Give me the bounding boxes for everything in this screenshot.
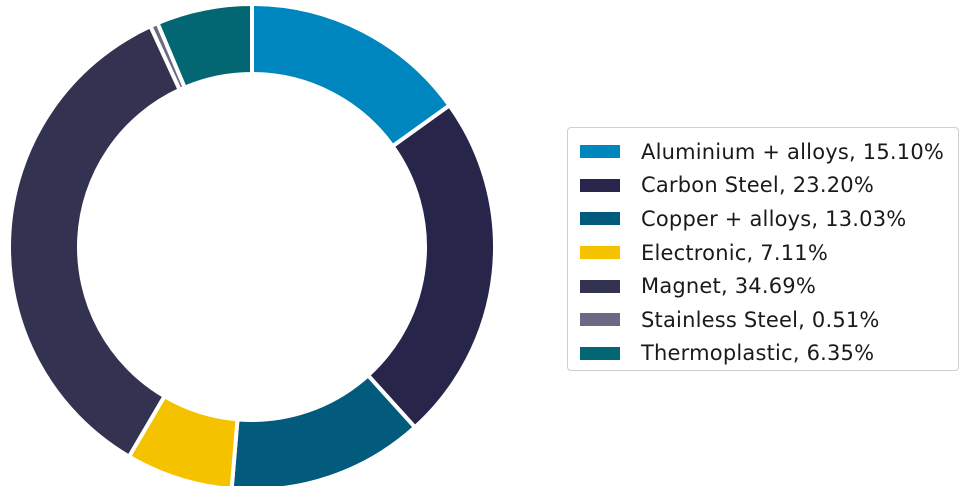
legend-label-thermoplastic: Thermoplastic, 6.35% [641,341,875,366]
legend-item-stainless-steel: Stainless Steel, 0.51% [580,303,958,337]
legend-swatch-copper [580,212,620,226]
legend-label-copper: Copper + alloys, 13.03% [641,206,907,231]
wedge-carbon-steel [365,102,497,431]
wedge-magnet [7,23,183,460]
legend-swatch-carbon-steel [580,178,620,192]
legend: Aluminium + alloys, 15.10% Carbon Steel,… [567,127,959,371]
legend-item-carbon-steel: Carbon Steel, 23.20% [580,169,958,203]
legend-swatch-stainless-steel [580,313,620,327]
legend-swatch-electronic [580,246,620,260]
legend-item-aluminium: Aluminium + alloys, 15.10% [580,135,958,169]
legend-item-electronic: Electronic, 7.11% [580,236,958,270]
legend-swatch-aluminium [580,145,620,159]
legend-swatch-thermoplastic [580,346,620,360]
legend-item-magnet: Magnet, 34.69% [580,269,958,303]
legend-item-thermoplastic: Thermoplastic, 6.35% [580,337,958,371]
wedge-thermoplastic [154,1,254,91]
legend-item-copper: Copper + alloys, 13.03% [580,202,958,236]
legend-label-magnet: Magnet, 34.69% [641,274,817,299]
legend-label-electronic: Electronic, 7.11% [641,240,828,265]
legend-label-aluminium: Aluminium + alloys, 15.10% [641,139,945,164]
legend-swatch-magnet [580,279,620,293]
legend-label-carbon-steel: Carbon Steel, 23.20% [641,173,874,198]
legend-label-stainless-steel: Stainless Steel, 0.51% [641,307,880,332]
wedge-copper-alloys [229,372,418,486]
